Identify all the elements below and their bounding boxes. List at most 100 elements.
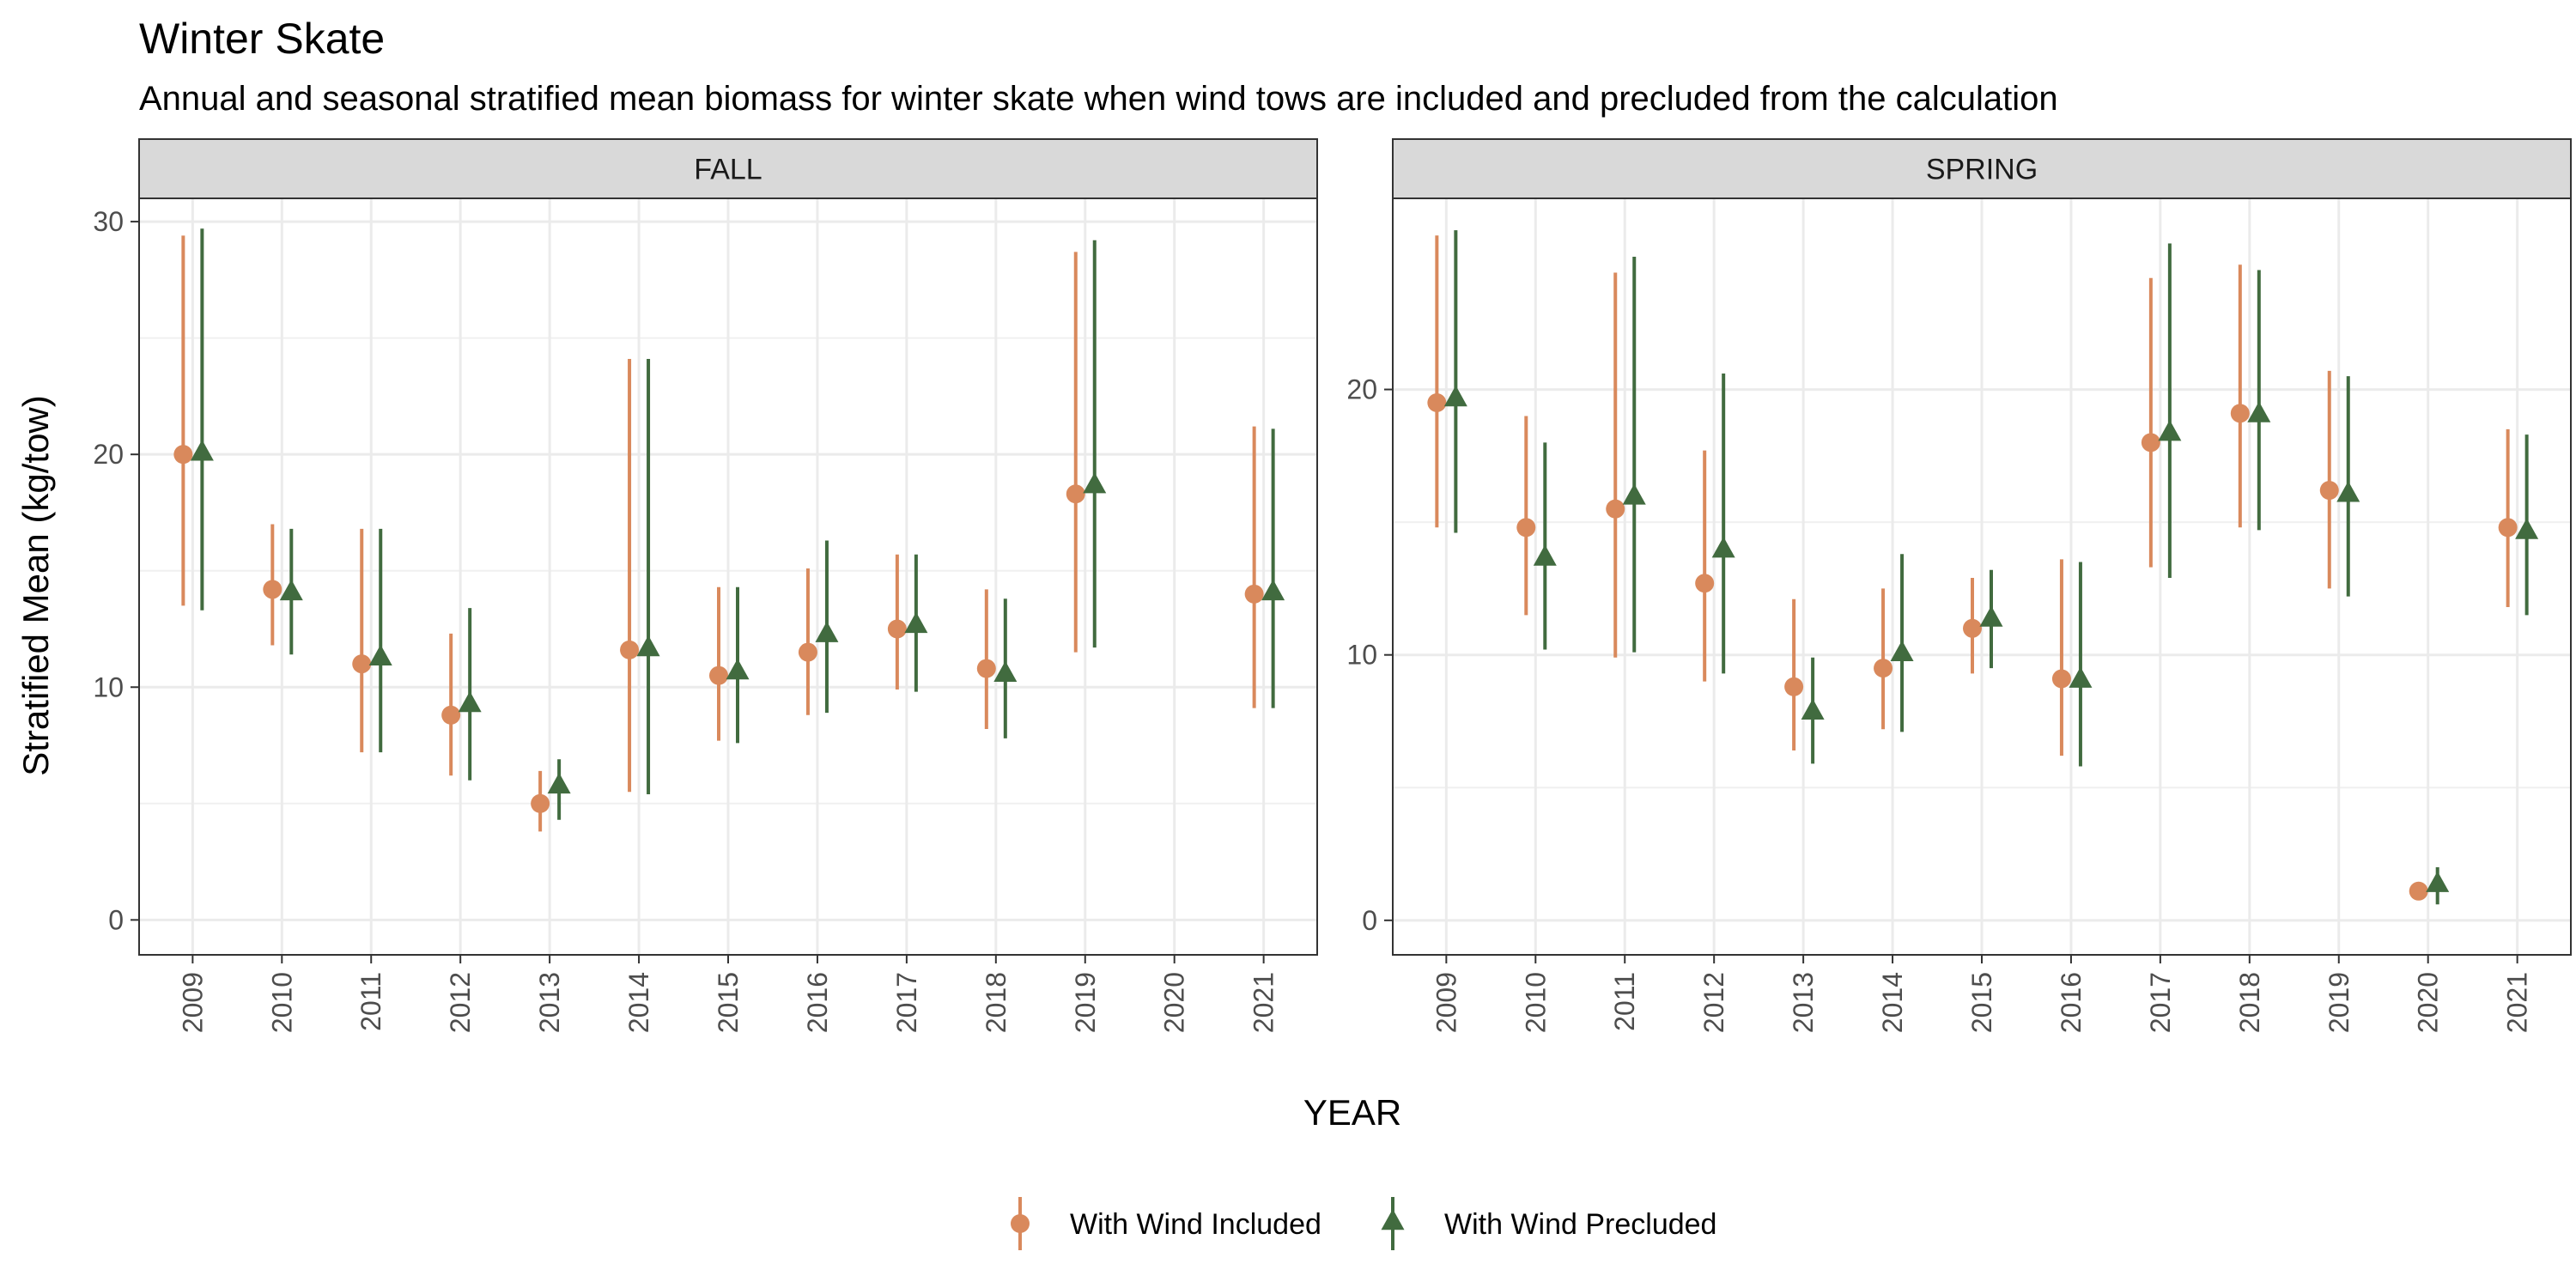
legend-label: With Wind Included: [1070, 1208, 1321, 1241]
data-point: [2230, 404, 2250, 423]
data-point: [531, 793, 550, 813]
data-point: [1427, 393, 1447, 413]
facet-strip: [138, 138, 1318, 199]
x-tick-label: 2019: [2324, 972, 2354, 1033]
data-point: [547, 772, 571, 794]
x-tick-label: 2013: [534, 972, 565, 1033]
facet-label: SPRING: [1926, 154, 2038, 186]
data-point: [1695, 574, 1715, 593]
data-point: [1874, 659, 1893, 678]
series-wind-included: [1427, 235, 2518, 901]
x-tick-label: 2012: [1698, 972, 1729, 1033]
x-tick-label: 2016: [2056, 972, 2087, 1033]
facet-strip: [1392, 138, 2572, 199]
data-point: [887, 619, 907, 639]
series-wind-precluded: [190, 228, 1285, 820]
facet-label: FALL: [694, 154, 762, 186]
data-point: [1083, 472, 1107, 494]
y-tick-label: 20: [1346, 374, 1377, 405]
y-tick-label: 0: [1362, 905, 1377, 936]
data-point: [458, 690, 482, 713]
data-point: [726, 658, 750, 680]
legend-label: With Wind Precluded: [1444, 1208, 1716, 1241]
x-tick-label: 2009: [1431, 972, 1461, 1033]
legend-item-wind-precluded: With Wind Precluded: [1381, 1197, 1716, 1250]
x-tick-label: 2010: [266, 972, 297, 1033]
data-point: [2051, 669, 2071, 689]
x-tick-label: 2014: [623, 972, 654, 1033]
data-point: [1784, 677, 1804, 696]
panel-border: [138, 197, 1318, 956]
data-point: [2069, 666, 2093, 688]
legend-key-triangle: [1381, 1209, 1405, 1230]
data-point: [2319, 481, 2339, 501]
x-tick-label: 2015: [1966, 972, 1997, 1033]
data-point: [993, 660, 1018, 683]
data-point: [1890, 640, 1914, 661]
chart-title: Winter Skate: [139, 15, 385, 63]
x-tick-label: 2021: [1249, 972, 1279, 1033]
data-point: [1979, 605, 2003, 627]
x-tick-label: 2018: [2234, 972, 2265, 1033]
data-point: [2426, 871, 2450, 892]
x-tick-label: 2017: [891, 972, 922, 1033]
x-tick-label: 2019: [1070, 972, 1101, 1033]
chart-subtitle: Annual and seasonal stratified mean biom…: [139, 80, 2058, 118]
x-tick-label: 2015: [713, 972, 744, 1033]
data-point: [1066, 484, 1085, 504]
facet-fall: FALL 0 10 20 30 2009 2010 2011 2012 2013 2014 2015 2…: [93, 138, 1318, 1033]
x-tick-label: 2021: [2502, 972, 2533, 1033]
x-tick-label: 2020: [1159, 972, 1190, 1033]
data-point: [1261, 579, 1285, 601]
data-point: [1516, 518, 1536, 538]
data-point: [2158, 420, 2182, 441]
x-tick-label: 2018: [981, 972, 1012, 1033]
data-point: [2515, 518, 2539, 539]
facets: FALL 0 10 20 30 2009 2010 2011 2012 2013 2014 2015 2…: [93, 138, 2572, 1033]
data-point: [2498, 518, 2518, 538]
data-point: [2336, 481, 2360, 502]
data-point: [190, 440, 214, 461]
y-tick-label: 20: [93, 439, 124, 470]
data-point: [636, 635, 660, 657]
data-point: [368, 644, 392, 666]
data-point: [1801, 698, 1825, 720]
y-tick-label: 30: [93, 206, 124, 237]
data-point: [1606, 499, 1625, 519]
y-axis-title: Stratified Mean (kg/tow): [15, 395, 56, 776]
y-tick-label: 0: [108, 904, 124, 935]
x-tick-label: 2016: [802, 972, 833, 1033]
data-point: [352, 654, 372, 674]
series-wind-included: [173, 235, 1264, 832]
x-tick-label: 2011: [1609, 972, 1640, 1031]
x-tick-label: 2012: [445, 972, 476, 1033]
legend-item-wind-included: With Wind Included: [1011, 1197, 1321, 1250]
data-point: [1963, 618, 1982, 638]
data-point: [2409, 881, 2428, 901]
data-point: [1443, 385, 1467, 407]
legend-key-circle: [1011, 1214, 1030, 1233]
data-point: [2247, 401, 2271, 422]
x-tick-label: 2013: [1788, 972, 1819, 1033]
x-tick-label: 2014: [1877, 972, 1908, 1033]
x-tick-label: 2010: [1520, 972, 1551, 1033]
data-point: [279, 579, 303, 601]
data-point: [976, 659, 996, 678]
series-wind-precluded: [1443, 230, 2539, 905]
data-point: [1533, 544, 1557, 566]
data-point: [1244, 584, 1264, 604]
panel-border: [1392, 197, 2572, 956]
y-tick-label: 10: [1346, 640, 1377, 671]
data-point: [441, 705, 461, 725]
x-tick-label: 2020: [2413, 972, 2444, 1033]
x-tick-label: 2011: [355, 972, 386, 1031]
facet-spring: SPRING 0 10 20 2009 2010 2011 2012 2013 2014 2015 2…: [1346, 138, 2572, 1033]
data-point: [709, 665, 728, 685]
data-point: [620, 640, 640, 659]
data-point: [798, 642, 817, 662]
data-point: [173, 445, 193, 465]
x-tick-label: 2017: [2145, 972, 2176, 1033]
x-tick-label: 2009: [177, 972, 208, 1033]
data-point: [1711, 537, 1735, 558]
